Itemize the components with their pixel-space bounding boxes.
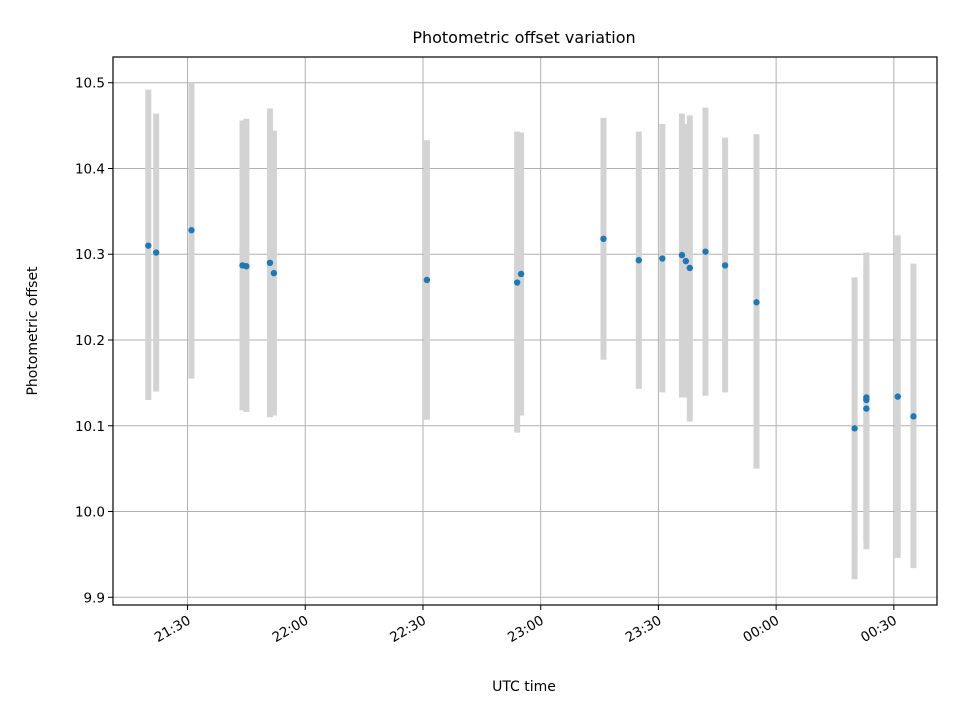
data-point [678,251,686,259]
x-axis-label: UTC time [492,679,556,695]
grid [113,57,937,605]
data-point [702,248,709,255]
x-tick-label: 00:30 [858,613,900,646]
y-tick-label: 10.4 [75,161,105,177]
plot-frame [112,56,938,606]
data-point [863,396,870,404]
data-point [851,425,858,432]
data-point [753,299,760,306]
y-axis: 9.9 10.0 10.1 10.2 10.3 10.4 10.5 [75,76,113,606]
data-point [243,263,250,270]
data-point [152,249,160,256]
data-point [721,262,729,269]
data-point [635,257,642,264]
x-tick-label: 22:00 [270,613,312,646]
data-point [894,393,901,400]
data-point [423,276,431,284]
data-point [686,264,693,272]
data-point [188,227,195,234]
x-tick-label: 00:00 [740,613,782,646]
data-point [659,255,666,262]
data-point [270,269,278,277]
x-tick-label: 22:30 [387,613,429,646]
error-bars [145,82,917,580]
y-tick-label: 10.2 [75,333,105,349]
y-tick-label: 10.3 [75,247,105,263]
y-tick-label: 9.9 [84,590,105,606]
data-point [513,279,521,286]
data-point [145,242,152,249]
y-tick-label: 10.5 [75,76,105,92]
data-point [266,259,274,267]
x-tick-label: 23:30 [623,613,665,646]
y-tick-label: 10.1 [75,419,105,435]
x-tick-label: 21:30 [152,613,194,646]
y-axis-label: Photometric offset [25,266,41,396]
y-tick-label: 10.0 [75,505,105,521]
data-point [910,413,917,420]
data-points [145,227,917,432]
chart-title: Photometric offset variation [412,28,635,47]
x-tick-label: 23:00 [505,613,547,646]
x-axis: 21:30 22:00 22:30 23:00 23:30 00:00 00:30 [152,605,900,646]
data-point [682,257,690,265]
data-point [600,235,607,243]
data-point [517,270,525,278]
data-point [863,405,870,412]
